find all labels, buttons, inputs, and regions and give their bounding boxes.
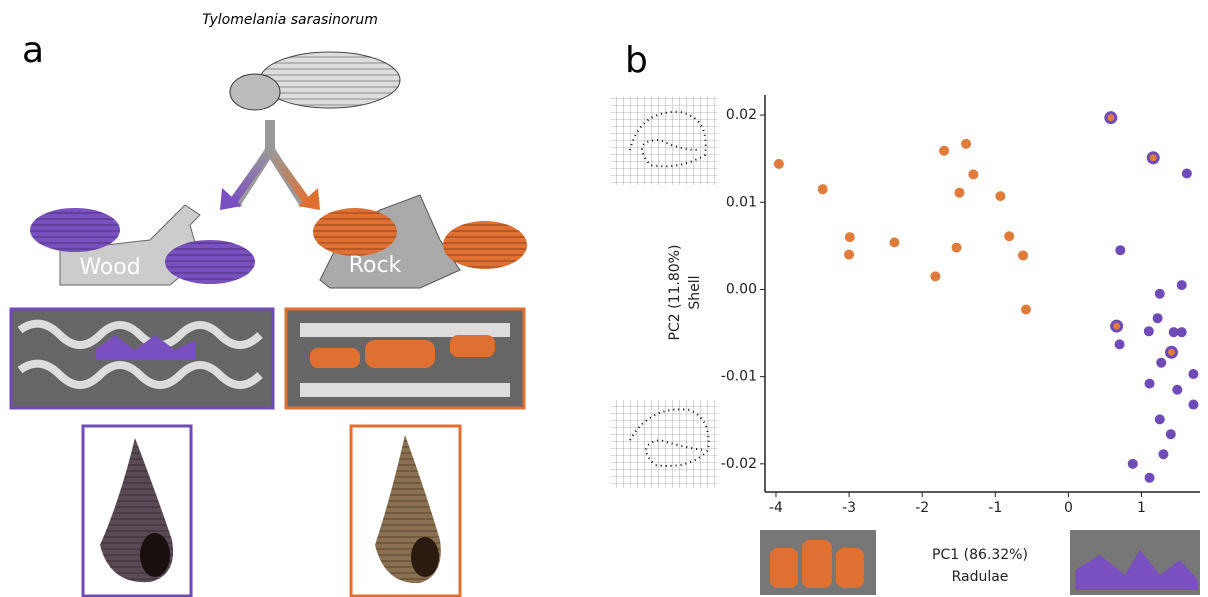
data-point (1148, 153, 1158, 163)
x-tick-label: 0 (1064, 500, 1073, 516)
data-point (1155, 289, 1165, 299)
y-tick-label: 0.00 (726, 281, 757, 297)
data-point (774, 159, 784, 169)
data-point (930, 271, 940, 281)
species-name: Tylomelania sarasinorum (202, 12, 378, 28)
radula-rock (286, 309, 524, 408)
y-tick-label: -0.02 (721, 456, 757, 472)
y-tick-label: 0.02 (726, 107, 757, 123)
data-point (1177, 280, 1187, 290)
data-point (995, 191, 1005, 201)
habitat-label: Wood (79, 255, 140, 280)
data-point (1106, 113, 1116, 123)
radula-thumb-orange (760, 530, 876, 595)
data-point (952, 243, 962, 253)
data-point (1155, 414, 1165, 424)
arrow-wood (232, 150, 270, 203)
x-tick-label: -3 (842, 500, 856, 516)
wood-scene (30, 205, 255, 285)
shell-photo-rock (351, 426, 460, 596)
split-arrow-stem (235, 120, 305, 205)
data-point (1144, 326, 1154, 336)
data-point (1115, 339, 1125, 349)
data-point (844, 250, 854, 260)
y-axis-label: PC2 (11.80%) (667, 245, 683, 341)
data-point (939, 146, 949, 156)
data-point (1018, 250, 1028, 260)
shape-grid-top (610, 97, 718, 185)
y-tick-label: 0.01 (726, 194, 757, 210)
y-axis-sublabel: Shell (687, 275, 703, 309)
data-point (845, 232, 855, 242)
arrow-rock (270, 150, 308, 203)
data-point (1166, 347, 1176, 357)
x-tick-label: -2 (915, 500, 929, 516)
x-axis-sublabel: Radulae (952, 569, 1009, 585)
data-point (961, 139, 971, 149)
data-point (818, 184, 828, 194)
data-point (1021, 305, 1031, 315)
x-tick-label: -4 (769, 500, 783, 516)
data-point (1158, 449, 1168, 459)
data-point (1004, 231, 1014, 241)
y-tick-label: -0.01 (721, 369, 757, 385)
data-point (1115, 245, 1125, 255)
shell-photo-wood (83, 426, 191, 596)
habitat-label: Rock (349, 253, 402, 278)
figure: a Tylomelania sarasinorum Wood Rock (0, 0, 1208, 597)
page: {"panel_a": {"label": "a", "species": "T… (0, 0, 1208, 597)
shape-grid-bottom (610, 400, 718, 488)
data-point (1128, 459, 1138, 469)
data-point (1156, 358, 1166, 368)
panel-label: a (22, 30, 44, 71)
data-point (1112, 321, 1122, 331)
x-tick-label: -1 (988, 500, 1002, 516)
snail-illustration (230, 52, 400, 110)
data-point (889, 237, 899, 247)
data-point (1182, 168, 1192, 178)
radula-thumb-purple (1070, 530, 1200, 595)
data-point (968, 169, 978, 179)
data-point (1177, 327, 1187, 337)
data-point (1172, 385, 1182, 395)
data-point (1153, 313, 1163, 323)
data-point (1188, 369, 1198, 379)
panel-label: b (625, 40, 648, 81)
data-point (1188, 400, 1198, 410)
radula-wood (11, 309, 273, 408)
data-point (1166, 429, 1176, 439)
x-axis-label: PC1 (86.32%) (932, 547, 1028, 563)
data-point (954, 188, 964, 198)
rock-scene (313, 195, 527, 288)
data-point (1145, 379, 1155, 389)
data-point (1145, 473, 1155, 483)
x-tick-label: 1 (1137, 500, 1146, 516)
